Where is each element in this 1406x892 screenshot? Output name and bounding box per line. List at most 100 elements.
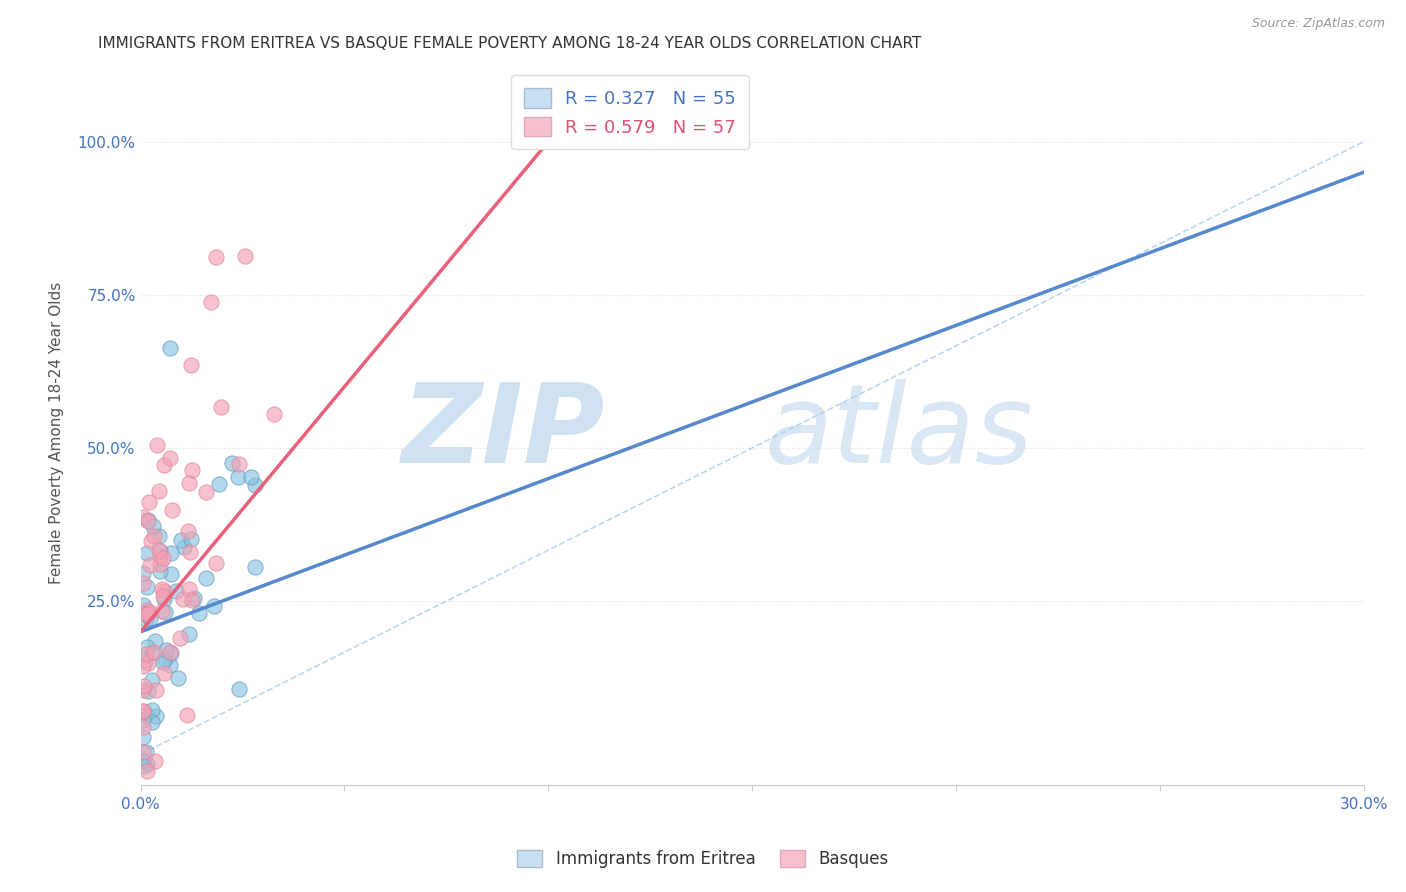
Point	[145, 709, 167, 723]
Point	[152, 550, 174, 565]
Point	[131, 575, 153, 590]
Legend: R = 0.327   N = 55, R = 0.579   N = 57: R = 0.327 N = 55, R = 0.579 N = 57	[512, 75, 748, 149]
Point	[141, 673, 163, 688]
Point	[136, 546, 159, 560]
Point	[179, 627, 201, 641]
Point	[134, 607, 156, 622]
Point	[177, 524, 200, 538]
Point	[131, 704, 153, 718]
Point	[141, 644, 163, 658]
Point	[176, 708, 198, 723]
Point	[181, 593, 204, 607]
Point	[131, 566, 153, 581]
Point	[170, 533, 193, 547]
Point	[132, 659, 155, 673]
Point	[172, 592, 194, 607]
Text: atlas: atlas	[765, 379, 1033, 486]
Point	[152, 666, 174, 681]
Point	[159, 657, 181, 672]
Point	[153, 584, 176, 599]
Point	[153, 652, 176, 666]
Point	[179, 545, 201, 559]
Point	[135, 647, 157, 661]
Point	[141, 714, 163, 729]
Point	[181, 463, 204, 477]
Legend: Immigrants from Eritrea, Basques: Immigrants from Eritrea, Basques	[510, 843, 896, 875]
Point	[150, 604, 173, 618]
Point	[208, 477, 231, 491]
Point	[149, 557, 172, 571]
Point	[226, 470, 249, 484]
Point	[135, 745, 157, 759]
Point	[239, 469, 262, 483]
Point	[148, 543, 170, 558]
Point	[165, 583, 187, 598]
Point	[194, 484, 217, 499]
Point	[180, 358, 202, 372]
Point	[132, 682, 155, 697]
Point	[187, 606, 209, 620]
Point	[159, 830, 181, 844]
Point	[152, 656, 174, 670]
Point	[138, 605, 160, 619]
Point	[136, 656, 159, 670]
Point	[167, 671, 190, 685]
Point	[136, 603, 159, 617]
Point	[136, 607, 159, 621]
Point	[243, 560, 266, 574]
Point	[136, 513, 159, 527]
Point	[200, 295, 222, 310]
Point	[205, 250, 228, 264]
Point	[136, 580, 159, 594]
Point	[155, 642, 177, 657]
Point	[233, 250, 256, 264]
Point	[148, 564, 170, 578]
Text: ZIP: ZIP	[402, 379, 606, 486]
Y-axis label: Female Poverty Among 18-24 Year Olds: Female Poverty Among 18-24 Year Olds	[49, 282, 63, 583]
Text: 0.0%: 0.0%	[121, 797, 160, 813]
Point	[177, 582, 200, 596]
Point	[209, 401, 232, 415]
Point	[195, 571, 218, 585]
Point	[134, 654, 156, 668]
Point	[149, 544, 172, 558]
Point	[132, 754, 155, 768]
Point	[134, 612, 156, 626]
Point	[221, 456, 243, 470]
Text: 30.0%: 30.0%	[1340, 797, 1388, 813]
Point	[135, 707, 157, 722]
Text: Source: ZipAtlas.com: Source: ZipAtlas.com	[1251, 17, 1385, 29]
Point	[136, 514, 159, 528]
Point	[148, 483, 170, 498]
Point	[153, 605, 176, 619]
Text: IMMIGRANTS FROM ERITREA VS BASQUE FEMALE POVERTY AMONG 18-24 YEAR OLDS CORRELATI: IMMIGRANTS FROM ERITREA VS BASQUE FEMALE…	[98, 36, 922, 51]
Point	[143, 529, 166, 543]
Point	[228, 681, 250, 696]
Point	[131, 720, 153, 734]
Point	[152, 458, 174, 473]
Point	[138, 684, 160, 698]
Point	[160, 545, 183, 559]
Point	[131, 731, 153, 745]
Point	[141, 704, 163, 718]
Point	[131, 745, 153, 759]
Point	[139, 611, 162, 625]
Point	[132, 704, 155, 718]
Point	[180, 532, 202, 546]
Point	[177, 475, 200, 490]
Point	[243, 477, 266, 491]
Point	[132, 679, 155, 693]
Point	[145, 683, 167, 698]
Point	[142, 518, 165, 533]
Point	[139, 534, 162, 549]
Point	[162, 503, 184, 517]
Point	[153, 592, 176, 607]
Point	[131, 714, 153, 728]
Point	[159, 451, 181, 466]
Point	[152, 589, 174, 603]
Point	[148, 528, 170, 542]
Point	[183, 591, 205, 606]
Point	[159, 645, 181, 659]
Point	[139, 558, 162, 572]
Point	[228, 457, 250, 471]
